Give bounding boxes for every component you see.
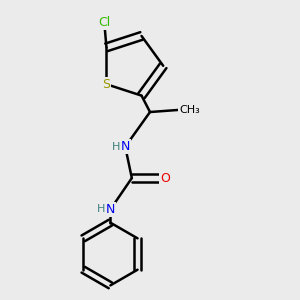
Text: H: H <box>112 142 121 152</box>
Text: O: O <box>160 172 170 184</box>
Text: N: N <box>106 203 115 216</box>
Text: Cl: Cl <box>99 16 111 29</box>
Text: H: H <box>97 204 106 214</box>
Text: N: N <box>121 140 130 153</box>
Text: S: S <box>103 78 110 91</box>
Text: CH₃: CH₃ <box>179 105 200 115</box>
